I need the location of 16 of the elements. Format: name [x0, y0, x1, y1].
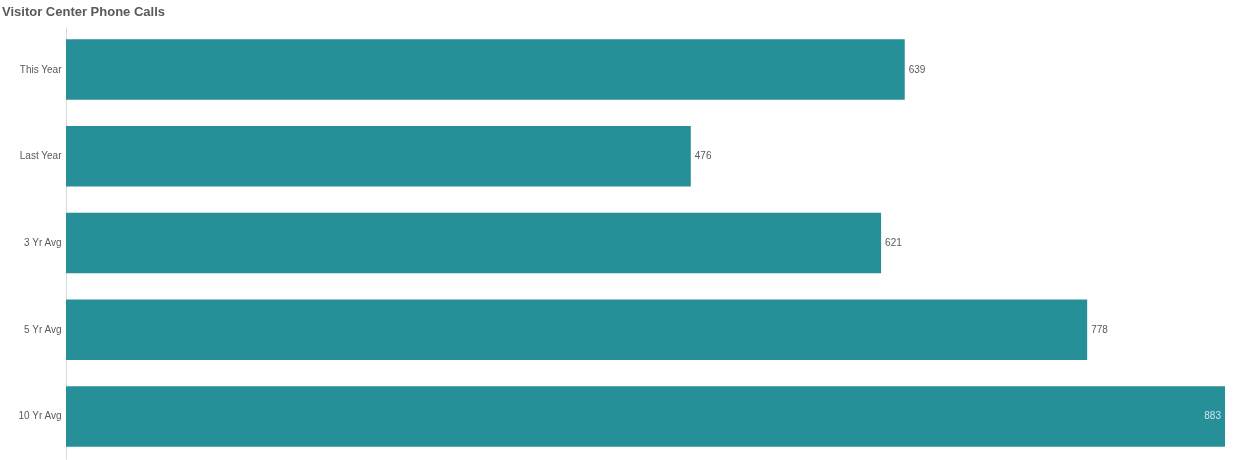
bar	[66, 39, 905, 100]
y-tick-label: 3 Yr Avg	[24, 237, 62, 248]
data-label: 639	[908, 63, 926, 75]
data-label: 621	[885, 237, 903, 248]
y-tick-label: Last Year	[19, 150, 63, 162]
data-label: 476	[694, 150, 712, 162]
bar	[66, 212, 882, 274]
y-tick-label: This Year	[19, 63, 63, 75]
y-tick-label: 5 Yr Avg	[24, 323, 62, 335]
bar	[66, 125, 691, 187]
bar	[66, 386, 1225, 447]
data-label: 883	[1204, 410, 1222, 422]
chart-title: Visitor Center Phone Calls	[2, 4, 166, 19]
data-label: 778	[1091, 323, 1109, 335]
bar	[66, 299, 1088, 361]
y-tick-label: 10 Yr Avg	[18, 410, 62, 422]
